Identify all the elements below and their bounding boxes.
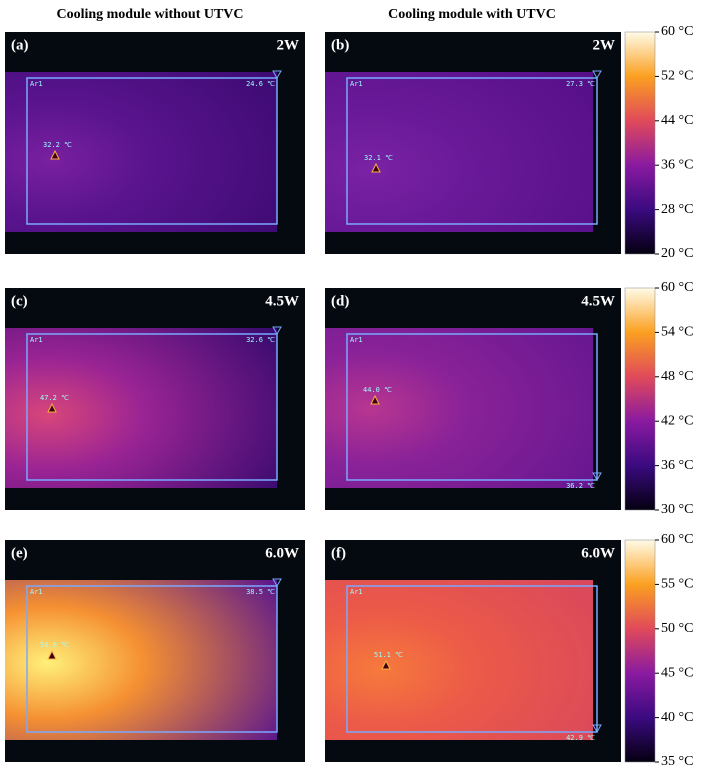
panel-label: (e) (11, 545, 28, 561)
colorbar-tick-label: 54 °C (661, 325, 693, 340)
colorbar-tick-label: 55 °C (661, 577, 693, 592)
min-temp: 27.3 ℃ (566, 80, 595, 88)
min-temp: 38.5 ℃ (246, 588, 275, 596)
max-temp: 51.1 ℃ (374, 651, 403, 659)
colorbar (625, 540, 655, 762)
column-header: Cooling module with UTVC (388, 7, 556, 22)
colorbar-tick-label: 50 °C (661, 621, 693, 636)
max-temp: 32.2 ℃ (43, 141, 72, 149)
roi-label: Ar1 (350, 588, 363, 596)
colorbar-tick-label: 60 °C (661, 532, 693, 547)
colorbar-tick-label: 40 °C (661, 710, 693, 725)
panel-label: (f) (331, 545, 346, 561)
power-label: 6.0W (581, 545, 615, 561)
power-label: 4.5W (581, 293, 615, 309)
max-temp: 47.2 ℃ (40, 394, 69, 402)
panel-label: (c) (11, 293, 28, 309)
colorbar-tick-label: 20 °C (661, 246, 693, 261)
min-temp: 32.6 ℃ (246, 336, 275, 344)
power-label: 2W (277, 37, 300, 53)
colorbar (625, 32, 655, 254)
max-temp: 32.1 ℃ (364, 154, 393, 162)
colorbar-tick-label: 36 °C (661, 157, 693, 172)
roi-label: Ar1 (350, 336, 363, 344)
min-temp: 36.2 ℃ (566, 482, 595, 490)
colorbar-tick-label: 44 °C (661, 113, 693, 128)
colorbar-tick-label: 35 °C (661, 754, 693, 767)
colorbar-tick-label: 36 °C (661, 458, 693, 473)
roi-label: Ar1 (350, 80, 363, 88)
thermal-field (325, 580, 593, 740)
thermal-field (325, 72, 593, 232)
min-temp: 24.6 ℃ (246, 80, 275, 88)
max-temp: 44.0 ℃ (363, 386, 392, 394)
thermal-field (5, 72, 277, 232)
figure: Cooling module without UTVC Cooling modu… (0, 0, 710, 767)
colorbar-tick-label: 45 °C (661, 665, 693, 680)
thermal-field (5, 580, 277, 740)
min-temp: 42.9 ℃ (566, 734, 595, 742)
colorbar-tick-label: 60 °C (661, 24, 693, 39)
colorbar-tick-label: 60 °C (661, 280, 693, 295)
panel-label: (a) (11, 37, 29, 53)
thermal-field (325, 328, 593, 488)
colorbar-tick-label: 52 °C (661, 69, 693, 84)
colorbar-tick-label: 42 °C (661, 413, 693, 428)
roi-label: Ar1 (30, 588, 43, 596)
panel-label: (d) (331, 293, 349, 309)
power-label: 4.5W (265, 293, 299, 309)
panel-label: (b) (331, 37, 349, 53)
power-label: 2W (593, 37, 616, 53)
column-header: Cooling module without UTVC (56, 7, 243, 22)
max-temp: 58.0 ℃ (40, 641, 69, 649)
thermal-field (5, 328, 277, 488)
colorbar-tick-label: 28 °C (661, 202, 693, 217)
colorbar-tick-label: 48 °C (661, 369, 693, 384)
power-label: 6.0W (265, 545, 299, 561)
roi-label: Ar1 (30, 80, 43, 88)
colorbar (625, 288, 655, 510)
roi-label: Ar1 (30, 336, 43, 344)
colorbar-tick-label: 30 °C (661, 502, 693, 517)
